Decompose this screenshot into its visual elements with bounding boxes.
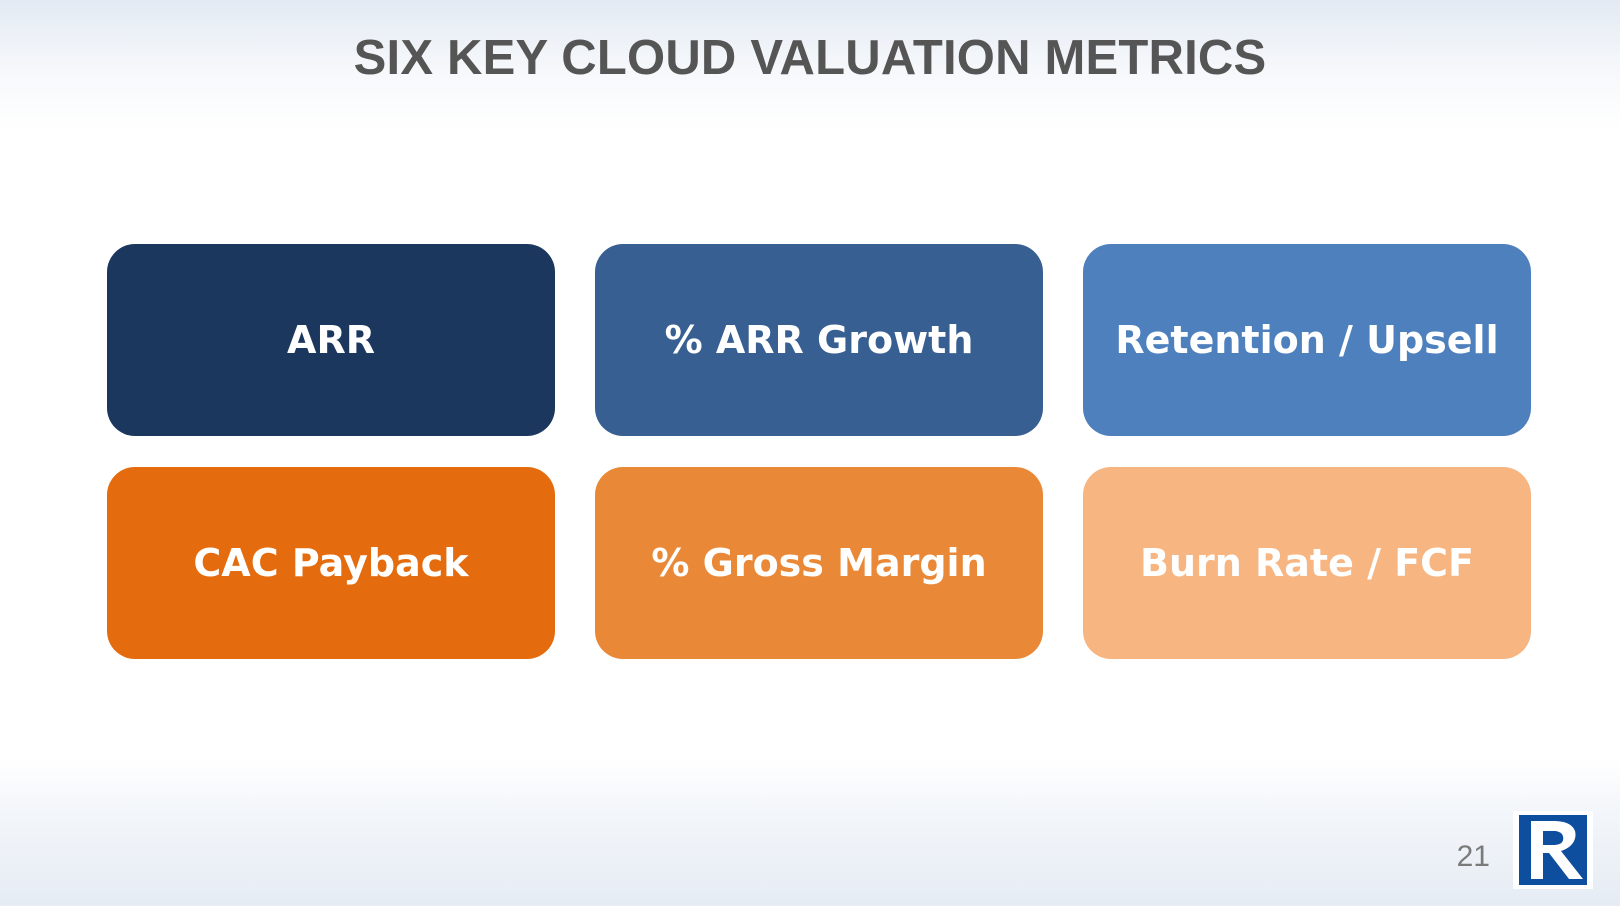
metric-label: % ARR Growth	[664, 318, 974, 362]
metric-tile-burn-rate-fcf: Burn Rate / FCF	[1083, 467, 1531, 659]
page-number: 21	[1456, 840, 1490, 873]
metric-tile-arr-growth: % ARR Growth	[595, 244, 1043, 436]
metric-label: CAC Payback	[193, 541, 469, 585]
metric-label: Burn Rate / FCF	[1139, 541, 1475, 585]
slide-title: SIX KEY CLOUD VALUATION METRICS	[353, 31, 1267, 85]
company-logo-r-icon	[1513, 811, 1593, 889]
metric-label: Retention / Upsell	[1115, 318, 1499, 362]
metric-label: ARR	[287, 318, 375, 362]
metric-label: % Gross Margin	[651, 541, 987, 585]
company-logo	[1513, 811, 1593, 889]
metric-tile-cac-payback: CAC Payback	[107, 467, 555, 659]
metric-tile-gross-margin: % Gross Margin	[595, 467, 1043, 659]
metric-tile-arr: ARR	[107, 244, 555, 436]
metric-tile-retention-upsell: Retention / Upsell	[1083, 244, 1531, 436]
